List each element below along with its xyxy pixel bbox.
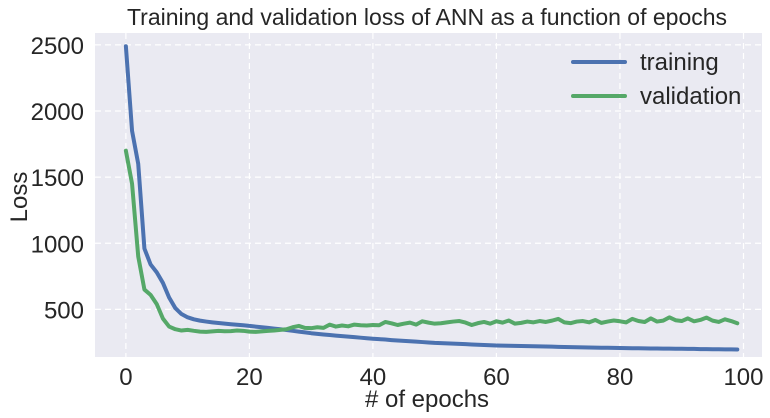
legend-label-validation: validation [640, 83, 741, 110]
grid [95, 33, 762, 357]
y-axis-label: Loss [6, 172, 33, 223]
y-tick-label: 1000 [31, 231, 84, 258]
series-line-validation [123, 148, 740, 334]
y-tick-label: 2500 [31, 33, 84, 60]
y-tick-label: 1500 [31, 165, 84, 192]
series-line-training [123, 44, 740, 352]
x-tick-label: 20 [236, 364, 263, 391]
x-tick-label: 80 [607, 364, 634, 391]
tick-labels: 0 20 40 60 80 100 500 1000 1500 2000 2500 [31, 33, 764, 391]
plot-area [95, 33, 762, 357]
y-tick-label: 2000 [31, 99, 84, 126]
chart-title: Training and validation loss of ANN as a… [127, 4, 727, 30]
x-tick-label: 40 [360, 364, 387, 391]
y-tick-label: 500 [44, 297, 84, 324]
x-tick-label: 100 [723, 364, 763, 391]
x-axis-label: # of epochs [365, 386, 489, 413]
legend: training validation [571, 49, 741, 110]
series-lines [123, 44, 740, 352]
x-tick-label: 60 [483, 364, 510, 391]
x-tick-label: 0 [119, 364, 132, 391]
legend-label-training: training [640, 49, 719, 76]
